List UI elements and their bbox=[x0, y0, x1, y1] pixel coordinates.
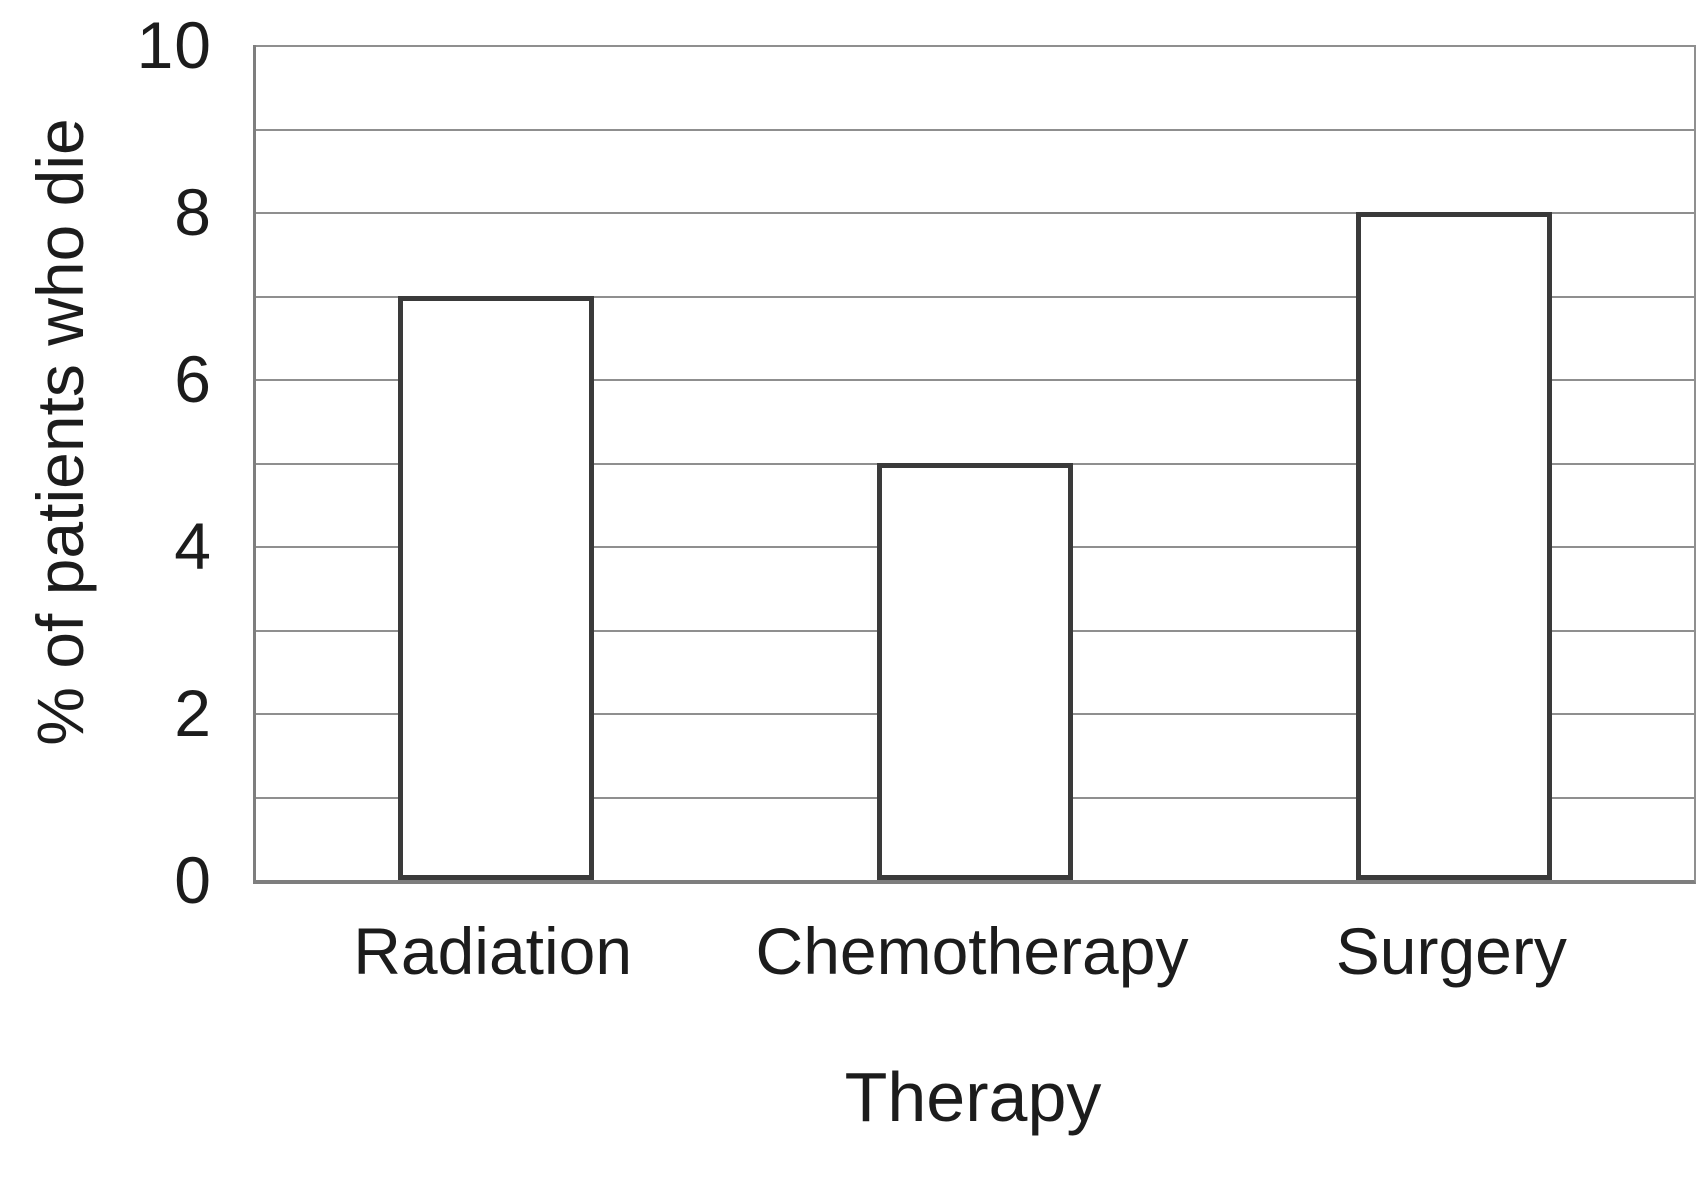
bar-surgery bbox=[1356, 212, 1553, 880]
gridline bbox=[256, 45, 1694, 47]
x-category-label-surgery: Surgery bbox=[1335, 914, 1567, 988]
gridline bbox=[256, 295, 1694, 298]
gridline bbox=[256, 212, 1694, 214]
y-tick-label: 0 bbox=[174, 843, 212, 917]
y-tick-label: 2 bbox=[174, 676, 212, 750]
x-axis-title: Therapy bbox=[844, 1058, 1102, 1136]
x-category-label-chemotherapy: Chemotherapy bbox=[755, 914, 1189, 988]
bar-radiation bbox=[397, 295, 594, 880]
gridline bbox=[256, 379, 1694, 381]
y-tick-label: 10 bbox=[136, 8, 212, 82]
plot-area bbox=[253, 45, 1696, 884]
gridline bbox=[256, 128, 1694, 131]
y-tick-label: 8 bbox=[174, 175, 212, 249]
y-tick-label: 4 bbox=[174, 509, 212, 583]
bar-chemotherapy bbox=[877, 462, 1073, 880]
y-tick-label: 6 bbox=[174, 342, 212, 416]
x-category-label-radiation: Radiation bbox=[353, 914, 633, 988]
